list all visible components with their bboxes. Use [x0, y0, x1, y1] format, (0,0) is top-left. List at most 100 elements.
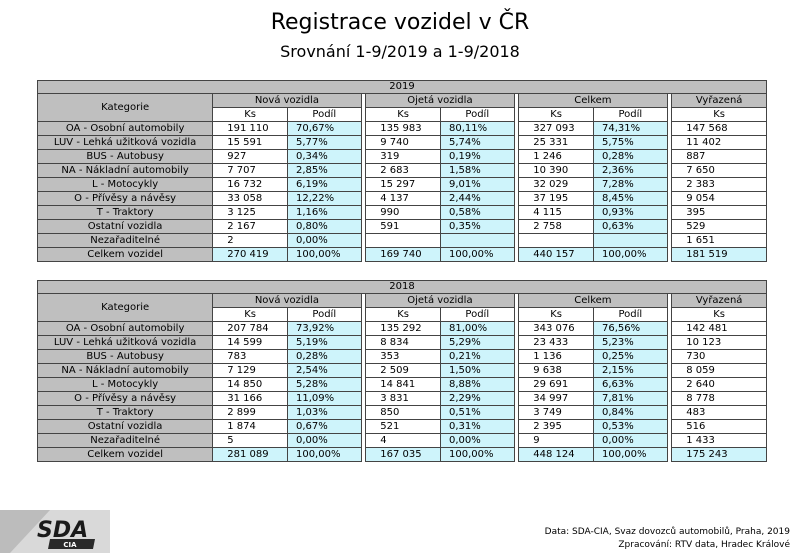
- used-count-cell: 521: [365, 419, 441, 434]
- total-count-cell: 34 997: [518, 391, 594, 406]
- table-row: LUV - Lehká užitková vozidla 15 591 5,77% 9…: [36, 135, 767, 150]
- ks-header: Ks: [365, 107, 441, 122]
- new-share-cell: 70,67%: [286, 121, 362, 136]
- new-share-cell: 0,28%: [286, 349, 362, 364]
- new-share-cell: 100,00%: [286, 447, 362, 462]
- new-vehicles-header: Nová vozidla: [212, 293, 362, 308]
- new-count-cell: 281 089: [212, 447, 288, 462]
- total-count-cell: 448 124: [518, 447, 594, 462]
- new-share-cell: 5,28%: [286, 377, 362, 392]
- table-row: Ostatní vozidla 2 167 0,80% 591 0,35% 2 758 0,…: [36, 219, 767, 234]
- total-count-cell: 25 331: [518, 135, 594, 150]
- table-row: L - Motocykly 16 732 6,19% 15 297 9,01% 32 02…: [36, 177, 767, 192]
- total-count-cell: 9 638: [518, 363, 594, 378]
- total-share-cell: [593, 233, 668, 248]
- used-share-cell: 0,31%: [439, 419, 515, 434]
- category-cell: L - Motocykly: [36, 377, 214, 392]
- used-count-cell: 2 509: [365, 363, 441, 378]
- total-count-cell: 343 076: [518, 321, 594, 336]
- used-share-cell: 2,44%: [439, 191, 515, 206]
- table-row: BUS - Autobusy 927 0,34% 319 0,19% 1 246 0,28%…: [36, 149, 767, 164]
- new-count-cell: 2 167: [212, 219, 288, 234]
- year-header: 2018: [37, 280, 767, 294]
- table-row: OA - Osobní automobily 207 784 73,92% 135 2…: [36, 321, 767, 336]
- total-share-cell: 0,25%: [593, 349, 668, 364]
- table-row: Ostatní vozidla 1 874 0,67% 521 0,31% 2 395 0,…: [36, 419, 767, 434]
- new-share-cell: 0,00%: [286, 433, 362, 448]
- total-share-cell: 74,31%: [593, 121, 668, 136]
- new-count-cell: 14 850: [212, 377, 288, 392]
- used-count-cell: 15 297: [365, 177, 441, 192]
- removed-count-cell: 9 054: [671, 191, 767, 206]
- used-share-cell: 5,74%: [439, 135, 515, 150]
- category-cell: T - Traktory: [36, 205, 214, 220]
- total-share-cell: 0,00%: [593, 433, 668, 448]
- removed-count-cell: 8 059: [671, 363, 767, 378]
- share-header: Podíl: [286, 307, 362, 322]
- used-count-cell: 850: [365, 405, 441, 420]
- total-count-cell: 10 390: [518, 163, 594, 178]
- total-count-cell: 37 195: [518, 191, 594, 206]
- removed-count-cell: 887: [671, 149, 767, 164]
- total-header: Celkem: [518, 93, 668, 108]
- new-share-cell: 6,19%: [286, 177, 362, 192]
- table-row: Nezařaditelné 5 0,00% 4 0,00% 9 0,00% 1 433: [36, 433, 767, 448]
- category-cell: T - Traktory: [36, 405, 214, 420]
- used-share-cell: 2,29%: [439, 391, 515, 406]
- total-count-cell: 3 749: [518, 405, 594, 420]
- used-share-cell: 0,19%: [439, 149, 515, 164]
- removed-count-cell: 1 651: [671, 233, 767, 248]
- total-share-cell: 5,75%: [593, 135, 668, 150]
- new-count-cell: 191 110: [212, 121, 288, 136]
- total-count-cell: 1 246: [518, 149, 594, 164]
- new-share-cell: 73,92%: [286, 321, 362, 336]
- used-share-cell: 1,58%: [439, 163, 515, 178]
- new-share-cell: 0,00%: [286, 233, 362, 248]
- used-share-cell: 8,88%: [439, 377, 515, 392]
- new-count-cell: 207 784: [212, 321, 288, 336]
- used-share-cell: 100,00%: [439, 247, 515, 262]
- new-count-cell: 33 058: [212, 191, 288, 206]
- removed-count-cell: 175 243: [671, 447, 767, 462]
- total-count-cell: 1 136: [518, 349, 594, 364]
- removed-count-cell: 147 568: [671, 121, 767, 136]
- new-share-cell: 0,80%: [286, 219, 362, 234]
- total-count-cell: 327 093: [518, 121, 594, 136]
- category-cell: Nezařaditelné: [36, 233, 214, 248]
- share-header: Podíl: [593, 107, 668, 122]
- used-count-cell: 990: [365, 205, 441, 220]
- removed-count-cell: 730: [671, 349, 767, 364]
- category-cell: Ostatní vozidla: [36, 219, 214, 234]
- category-cell: NA - Nákladní automobily: [36, 363, 214, 378]
- new-count-cell: 270 419: [212, 247, 288, 262]
- new-count-cell: 5: [212, 433, 288, 448]
- total-share-cell: 2,15%: [593, 363, 668, 378]
- new-count-cell: 14 599: [212, 335, 288, 350]
- new-share-cell: 1,16%: [286, 205, 362, 220]
- new-share-cell: 100,00%: [286, 247, 362, 262]
- new-share-cell: 2,85%: [286, 163, 362, 178]
- share-header: Podíl: [439, 307, 515, 322]
- used-count-cell: 135 983: [365, 121, 441, 136]
- removed-count-cell: 529: [671, 219, 767, 234]
- new-vehicles-header: Nová vozidla: [212, 93, 362, 108]
- new-share-cell: 1,03%: [286, 405, 362, 420]
- total-count-cell: 440 157: [518, 247, 594, 262]
- new-share-cell: 11,09%: [286, 391, 362, 406]
- table-row: Nezařaditelné 2 0,00% 1 651: [36, 233, 767, 248]
- used-share-cell: 100,00%: [439, 447, 515, 462]
- removed-count-cell: 516: [671, 419, 767, 434]
- total-count-cell: 23 433: [518, 335, 594, 350]
- used-count-cell: 169 740: [365, 247, 441, 262]
- table-row: LUV - Lehká užitková vozidla 14 599 5,19% 8…: [36, 335, 767, 350]
- removed-count-cell: 395: [671, 205, 767, 220]
- ks-header: Ks: [671, 307, 767, 322]
- category-cell: Nezařaditelné: [36, 433, 214, 448]
- used-share-cell: 80,11%: [439, 121, 515, 136]
- new-count-cell: 7 129: [212, 363, 288, 378]
- category-cell: OA - Osobní automobily: [36, 121, 214, 136]
- total-count-cell: 32 029: [518, 177, 594, 192]
- removed-count-cell: 7 650: [671, 163, 767, 178]
- category-cell: O - Přívěsy a návěsy: [36, 391, 214, 406]
- total-row: Celkem vozidel 270 419 100,00% 169 740 100,0…: [36, 247, 767, 262]
